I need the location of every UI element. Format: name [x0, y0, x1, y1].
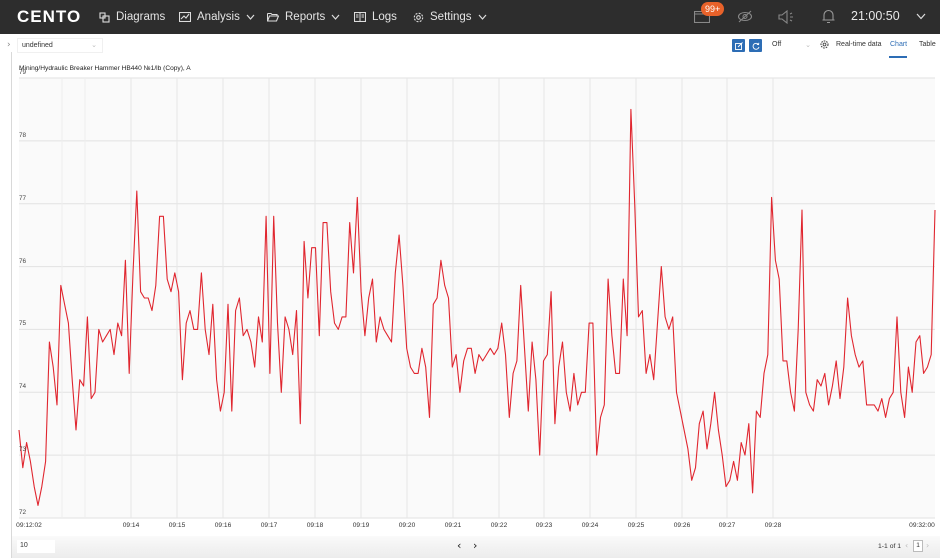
- chart-title: Mining/Hydraulic Breaker Hammer HB440 №1…: [19, 65, 191, 72]
- chart-toolbar: [0, 34, 940, 60]
- chevron-down-icon[interactable]: [916, 13, 926, 20]
- current-page[interactable]: 1: [913, 540, 923, 552]
- top-navigation-bar: CENTO Diagrams Analysis Reports Logs Set…: [0, 0, 940, 34]
- x-tick-label: 09:17: [260, 522, 278, 529]
- gear-icon[interactable]: [820, 40, 829, 49]
- sound-icon[interactable]: [778, 10, 794, 24]
- y-tick-label: 73: [19, 446, 27, 454]
- series-line: [18, 108, 936, 506]
- source-select[interactable]: undefined ⌄: [17, 38, 103, 53]
- y-tick-label: 77: [19, 194, 27, 202]
- analysis-icon: [179, 12, 191, 22]
- y-tick-label: 78: [19, 131, 27, 139]
- page-count: 1-1 of 1: [878, 543, 902, 550]
- plot-area: [19, 78, 935, 518]
- x-tick-label: 09:12:02: [16, 522, 42, 529]
- nav-settings[interactable]: Settings: [413, 9, 487, 25]
- nav-logs-label: Logs: [372, 11, 397, 23]
- nav-reports[interactable]: Reports: [267, 9, 340, 25]
- gear-icon: [413, 12, 424, 22]
- chevron-down-icon: ⌄: [805, 42, 811, 49]
- scroll-right-button[interactable]: ›: [473, 539, 478, 552]
- refresh-interval-value: Off: [772, 41, 782, 48]
- nav-settings-label: Settings: [430, 11, 472, 23]
- y-tick-label: 79: [19, 69, 27, 76]
- x-tick-label: 09:22: [490, 522, 508, 529]
- x-tick-label: 09:25: [627, 522, 645, 529]
- tab-table[interactable]: Table: [919, 41, 936, 48]
- x-tick-label: 09:20: [398, 522, 416, 529]
- x-tick-label: 09:23: [535, 522, 553, 529]
- page-size-input[interactable]: 10: [17, 540, 55, 553]
- tab-chart[interactable]: Chart: [890, 41, 908, 48]
- nav-analysis-label: Analysis: [197, 11, 240, 23]
- scroll-left-button[interactable]: ‹: [457, 539, 462, 552]
- refresh-button[interactable]: [749, 39, 762, 52]
- logs-icon: [354, 12, 366, 22]
- active-tab-indicator: [889, 56, 907, 58]
- sidebar-divider: [11, 52, 12, 558]
- nav-diagrams-label: Diagrams: [116, 11, 166, 23]
- y-tick-label: 75: [19, 320, 27, 328]
- nav-reports-label: Reports: [285, 11, 326, 23]
- realtime-data-toggle[interactable]: Real-time data: [836, 41, 882, 48]
- edit-button[interactable]: [732, 39, 745, 52]
- app-logo[interactable]: CENTO: [17, 7, 82, 26]
- x-tick-label: 09:24: [581, 522, 599, 529]
- table-footer: [12, 536, 940, 558]
- folder-icon: [267, 12, 279, 22]
- chevron-down-icon: [331, 14, 340, 20]
- y-tick-label: 72: [19, 509, 27, 516]
- x-tick-label: 09:15: [168, 522, 186, 529]
- chart-gridlines: [19, 77, 935, 519]
- x-tick-label: 09:28: [764, 522, 782, 529]
- x-tick-label: 09:21: [444, 522, 462, 529]
- prev-page-button[interactable]: ‹: [905, 541, 909, 550]
- line-chart[interactable]: [0, 0, 940, 536]
- x-tick-label: 09:19: [352, 522, 370, 529]
- clock: 21:00:50: [851, 9, 900, 23]
- visibility-off-icon[interactable]: [737, 10, 753, 23]
- x-tick-label: 09:18: [306, 522, 324, 529]
- x-tick-label: 09:32:00: [909, 522, 935, 529]
- refresh-icon: [752, 42, 759, 50]
- chevron-down-icon: [478, 14, 487, 20]
- source-select-value: undefined: [22, 42, 53, 49]
- x-tick-label: 09:26: [673, 522, 691, 529]
- edit-icon: [734, 41, 743, 50]
- nav-diagrams[interactable]: Diagrams: [99, 9, 165, 25]
- x-tick-label: 09:14: [122, 522, 140, 529]
- y-tick-label: 74: [19, 383, 27, 391]
- y-tick-label: 76: [19, 257, 27, 265]
- chevron-down-icon: ⌄: [91, 42, 97, 49]
- next-page-button[interactable]: ›: [926, 541, 930, 550]
- nav-analysis[interactable]: Analysis: [179, 9, 255, 25]
- x-tick-label: 09:27: [718, 522, 736, 529]
- x-tick-label: 09:16: [214, 522, 232, 529]
- expand-sidebar-icon[interactable]: ›: [7, 40, 11, 50]
- nav-logs[interactable]: Logs: [354, 9, 397, 25]
- diagrams-icon: [99, 11, 110, 23]
- chevron-down-icon: [246, 14, 255, 20]
- refresh-interval-select[interactable]: Off ⌄: [768, 39, 814, 53]
- bell-icon[interactable]: [822, 9, 835, 24]
- notification-badge: 99+: [701, 2, 725, 16]
